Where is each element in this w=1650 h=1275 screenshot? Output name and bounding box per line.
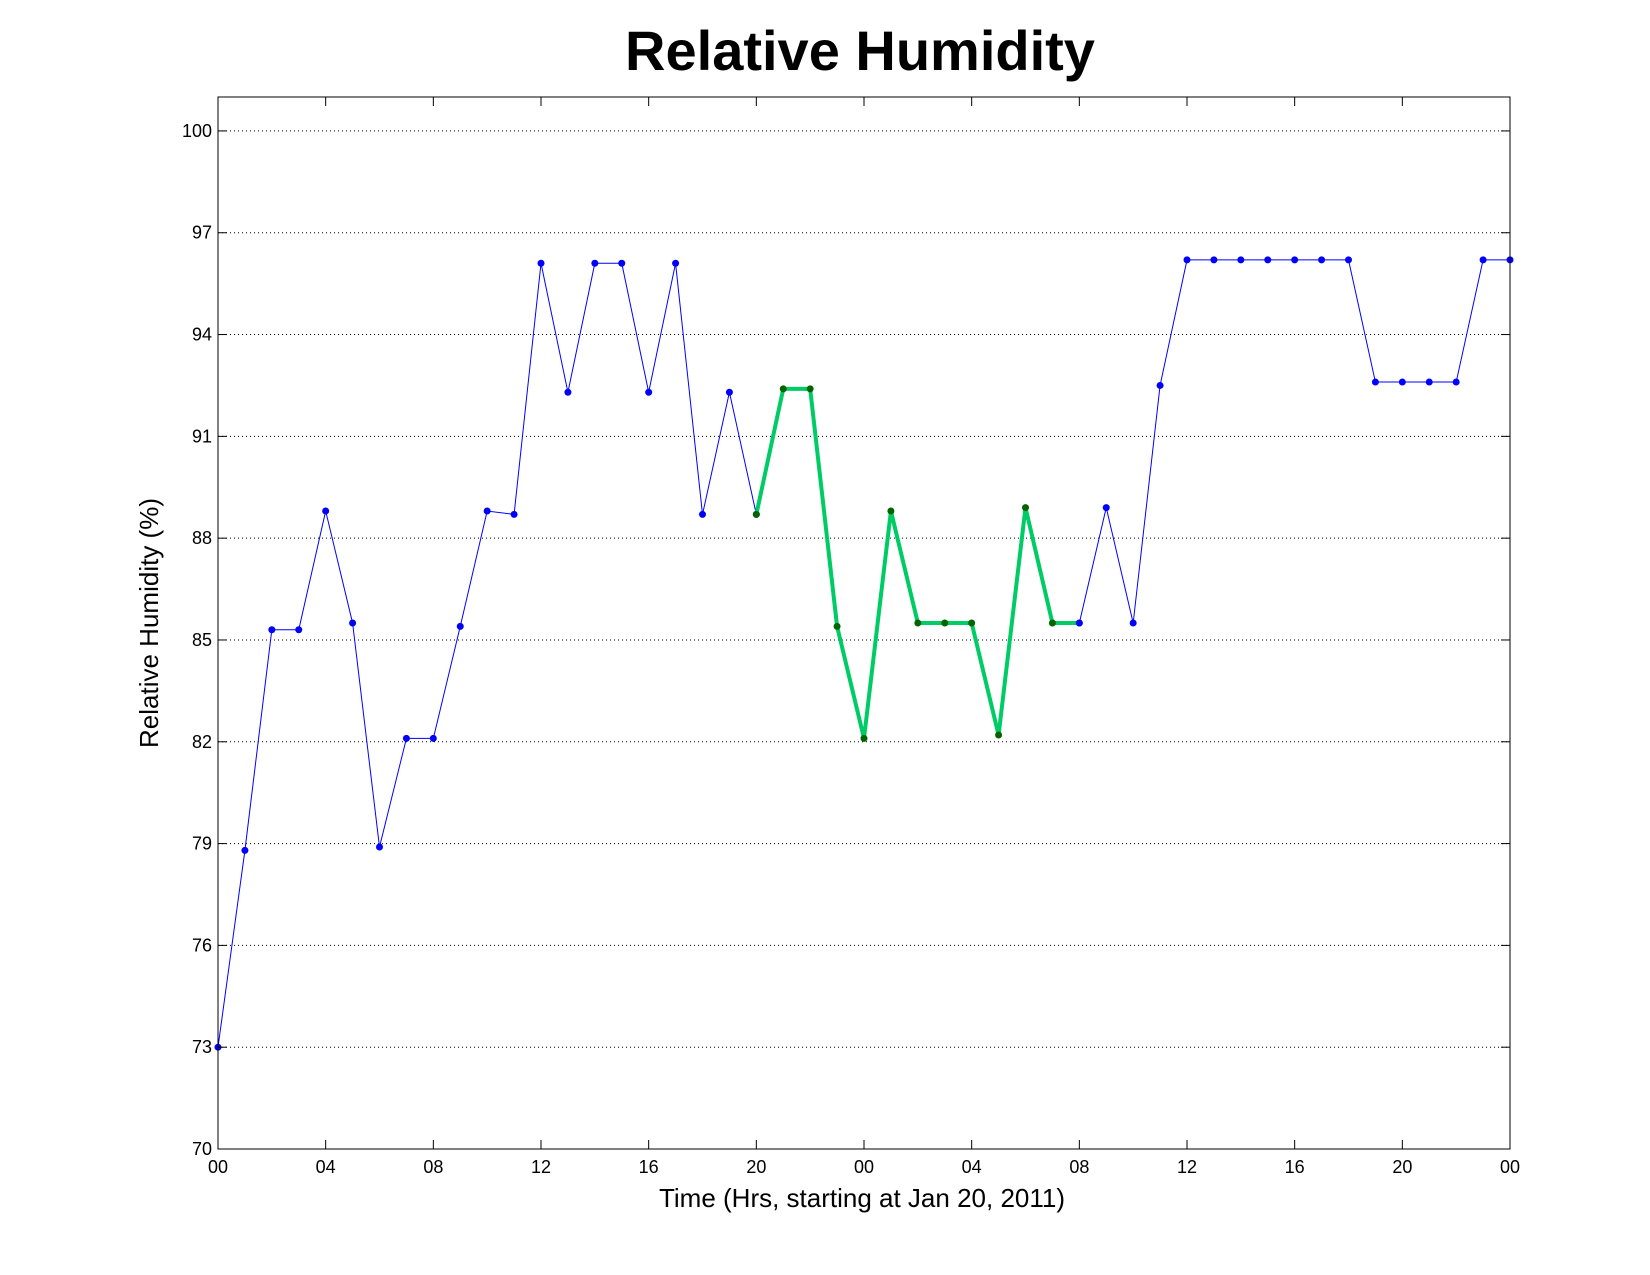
data-point — [779, 385, 787, 393]
data-point — [483, 507, 491, 515]
data-point — [672, 259, 680, 267]
data-point — [1075, 619, 1083, 627]
x-tick-label: 16 — [1285, 1157, 1305, 1177]
data-point — [1318, 256, 1326, 264]
data-series — [214, 256, 1514, 1051]
x-tick-label: 00 — [854, 1157, 874, 1177]
data-point — [564, 388, 572, 396]
x-tick-label: 04 — [962, 1157, 982, 1177]
data-point — [1048, 619, 1056, 627]
data-point — [1022, 504, 1029, 512]
x-axis-label: Time (Hrs, starting at Jan 20, 2011) — [659, 1183, 1065, 1213]
data-point — [241, 846, 249, 854]
data-point — [1398, 378, 1406, 386]
grid-lines — [218, 130, 1510, 1048]
y-tick-label: 91 — [192, 426, 212, 446]
y-tick-label: 76 — [192, 935, 212, 955]
data-point — [1156, 381, 1164, 389]
axis-ticks: 70 73 76 79 82 85 88 91 94 97 100 00 04 08 12 16 20 00 04 0… — [182, 97, 1520, 1177]
data-point — [1479, 256, 1487, 264]
data-point — [1183, 256, 1191, 264]
y-tick-label: 94 — [192, 325, 212, 345]
x-tick-label: 00 — [208, 1157, 228, 1177]
data-point — [1237, 256, 1245, 264]
data-point — [349, 619, 357, 627]
data-point — [1371, 378, 1379, 386]
data-point — [618, 259, 626, 267]
data-point — [995, 731, 1003, 739]
data-point — [806, 385, 814, 393]
data-point — [268, 626, 276, 634]
y-axis-label: Relative Humidity (%) — [134, 498, 164, 748]
data-point — [725, 388, 733, 396]
data-point — [860, 734, 868, 742]
data-point — [1264, 256, 1272, 264]
data-point — [1210, 256, 1218, 264]
x-tick-label: 12 — [531, 1157, 551, 1177]
data-point — [456, 622, 464, 630]
y-tick-label: 100 — [182, 121, 212, 141]
data-point — [510, 510, 518, 518]
data-point — [699, 510, 706, 518]
highlighted-series — [752, 385, 1083, 742]
chart-title: Relative Humidity — [625, 19, 1095, 82]
x-tick-label: 20 — [746, 1157, 766, 1177]
y-tick-label: 85 — [192, 630, 212, 650]
data-point — [591, 259, 599, 267]
y-tick-label: 73 — [192, 1037, 212, 1057]
x-tick-label: 08 — [423, 1157, 443, 1177]
data-point — [1291, 256, 1299, 264]
data-point — [914, 619, 922, 627]
data-point — [645, 388, 653, 396]
data-point — [537, 259, 545, 267]
x-tick-label: 12 — [1177, 1157, 1197, 1177]
data-point — [402, 734, 410, 742]
data-point — [887, 507, 895, 515]
y-tick-label: 82 — [192, 732, 212, 752]
data-point — [1345, 256, 1352, 264]
y-tick-label: 79 — [192, 834, 212, 854]
data-point — [429, 734, 437, 742]
humidity-series — [1075, 256, 1514, 627]
data-point — [1102, 504, 1110, 512]
data-point — [941, 619, 949, 627]
data-point — [1129, 619, 1137, 627]
data-point — [752, 510, 760, 518]
data-point — [376, 843, 383, 851]
x-tick-label: 00 — [1500, 1157, 1520, 1177]
data-point — [1425, 378, 1433, 386]
y-tick-label: 70 — [192, 1139, 212, 1159]
x-tick-label: 20 — [1392, 1157, 1412, 1177]
data-point — [295, 626, 303, 634]
data-point — [322, 507, 330, 515]
data-point — [833, 622, 841, 630]
plot-area — [218, 97, 1510, 1149]
data-point — [968, 619, 976, 627]
x-tick-label: 08 — [1069, 1157, 1089, 1177]
x-tick-label: 04 — [316, 1157, 336, 1177]
y-tick-label: 88 — [192, 528, 212, 548]
y-tick-label: 97 — [192, 223, 212, 243]
data-point — [1452, 378, 1460, 386]
x-tick-label: 16 — [639, 1157, 659, 1177]
